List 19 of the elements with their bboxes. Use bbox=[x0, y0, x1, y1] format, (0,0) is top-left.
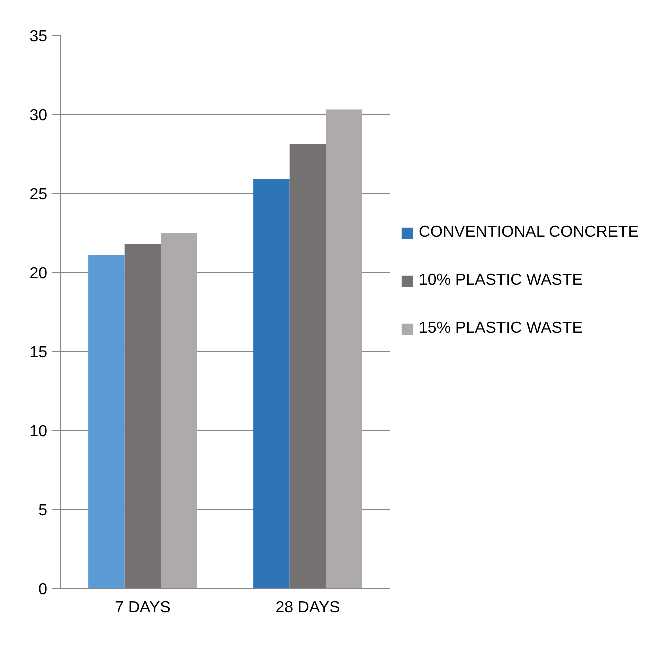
legend-label: 10% PLASTIC WASTE bbox=[419, 272, 583, 290]
y-tick-label: 20 bbox=[30, 266, 48, 282]
bar bbox=[290, 144, 326, 588]
y-tick-label: 15 bbox=[30, 344, 48, 362]
bar bbox=[124, 244, 162, 588]
y-tick-label: 10 bbox=[30, 424, 48, 440]
legend-label: CONVENTIONAL CONCRETE bbox=[419, 224, 639, 242]
bar bbox=[326, 110, 362, 588]
x-tick-label: 7 DAYS bbox=[115, 600, 171, 616]
y-tick-label: 0 bbox=[38, 582, 48, 598]
y-tick-label: 30 bbox=[30, 108, 48, 124]
y-tick-label: 35 bbox=[30, 28, 48, 46]
bar bbox=[88, 255, 125, 588]
bar bbox=[161, 233, 198, 588]
y-tick-label: 25 bbox=[30, 186, 48, 204]
y-tick-label: 5 bbox=[38, 502, 48, 520]
bar bbox=[254, 179, 290, 588]
legend-label: 15% PLASTIC WASTE bbox=[419, 320, 583, 338]
x-tick-label: 28 DAYS bbox=[276, 600, 340, 616]
